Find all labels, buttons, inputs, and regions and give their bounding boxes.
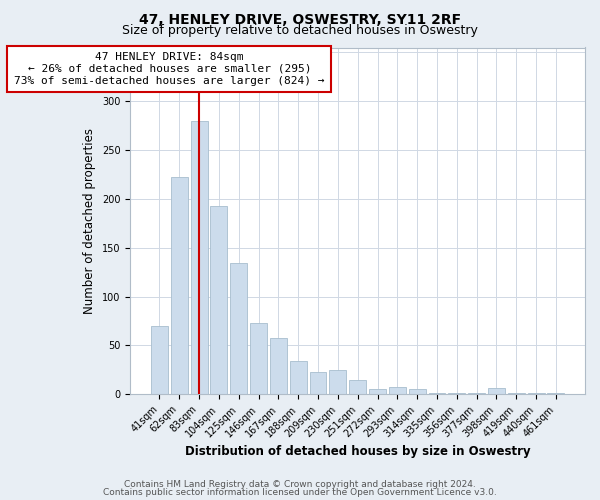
Bar [349,380,366,394]
Bar [527,393,545,394]
Bar [171,178,188,394]
Text: 47, HENLEY DRIVE, OSWESTRY, SY11 2RF: 47, HENLEY DRIVE, OSWESTRY, SY11 2RF [139,12,461,26]
Bar [329,370,346,394]
Bar [448,393,465,394]
Bar [230,264,247,394]
Text: Size of property relative to detached houses in Oswestry: Size of property relative to detached ho… [122,24,478,37]
Text: Contains HM Land Registry data © Crown copyright and database right 2024.: Contains HM Land Registry data © Crown c… [124,480,476,489]
Bar [428,393,445,394]
Y-axis label: Number of detached properties: Number of detached properties [83,128,97,314]
Bar [290,361,307,394]
Bar [151,326,168,394]
Text: 47 HENLEY DRIVE: 84sqm
← 26% of detached houses are smaller (295)
73% of semi-de: 47 HENLEY DRIVE: 84sqm ← 26% of detached… [14,52,325,86]
Bar [488,388,505,394]
Bar [250,323,267,394]
Bar [191,121,208,394]
Bar [468,393,485,394]
Bar [270,338,287,394]
Bar [369,390,386,394]
Bar [310,372,326,394]
Bar [547,393,565,394]
Text: Contains public sector information licensed under the Open Government Licence v3: Contains public sector information licen… [103,488,497,497]
Bar [389,388,406,394]
X-axis label: Distribution of detached houses by size in Oswestry: Distribution of detached houses by size … [185,444,530,458]
Bar [508,393,524,394]
Bar [211,206,227,394]
Bar [409,390,425,394]
